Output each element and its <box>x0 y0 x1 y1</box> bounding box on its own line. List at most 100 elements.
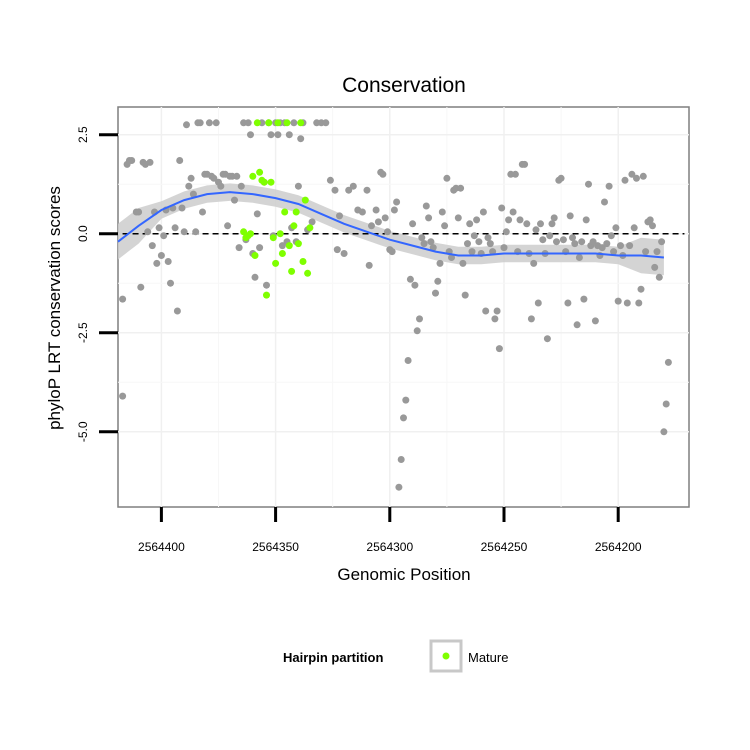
y-tick-label: 0.0 <box>76 225 90 242</box>
point-other <box>459 259 467 267</box>
point-other <box>135 208 143 216</box>
point-other <box>185 182 193 190</box>
point-other <box>176 157 184 164</box>
point-mature <box>253 119 261 127</box>
point-other <box>578 238 586 246</box>
point-other <box>509 208 517 216</box>
point-other <box>621 176 629 184</box>
point-other <box>294 182 302 190</box>
point-other <box>655 273 663 281</box>
point-other <box>523 220 531 228</box>
point-other <box>454 214 462 222</box>
point-other <box>345 186 353 194</box>
point-other <box>637 285 645 293</box>
point-mature <box>281 208 289 216</box>
point-other <box>119 392 127 400</box>
point-other <box>448 254 455 261</box>
point-other <box>653 248 661 256</box>
point-mature <box>251 252 259 259</box>
point-other <box>274 131 282 139</box>
y-axis-ticks: 2.5 0.0 -2.5 -5.0 <box>76 126 118 442</box>
point-other <box>187 174 195 182</box>
point-mature <box>299 258 307 265</box>
point-other <box>235 244 243 252</box>
y-tick-label: -2.5 <box>76 322 90 343</box>
point-other <box>418 234 426 242</box>
point-other <box>516 216 524 224</box>
point-other <box>233 172 241 180</box>
point-mature <box>306 224 314 232</box>
point-other <box>550 214 558 222</box>
point-other <box>532 226 540 234</box>
point-other <box>192 228 200 236</box>
point-other <box>598 244 606 252</box>
point-mature <box>297 119 305 127</box>
point-other <box>333 246 341 254</box>
point-other <box>427 238 435 246</box>
point-other <box>546 232 554 240</box>
point-other <box>534 299 542 307</box>
point-other <box>205 119 213 127</box>
x-tick-label: 2564300 <box>366 540 413 554</box>
chart-title: Conservation <box>342 74 466 97</box>
x-axis-ticks: 2564400 2564350 2564300 2564250 2564200 <box>138 507 642 554</box>
point-other <box>331 186 339 194</box>
point-other <box>148 242 156 250</box>
point-other <box>422 202 430 210</box>
point-mature <box>290 222 298 230</box>
point-other <box>256 244 264 252</box>
point-other <box>612 224 620 232</box>
legend: Hairpin partition Mature <box>283 639 508 673</box>
point-other <box>468 248 476 256</box>
point-other <box>365 261 373 269</box>
point-other <box>493 307 501 315</box>
point-mature <box>267 178 275 186</box>
point-other <box>379 170 387 178</box>
point-other <box>470 232 478 240</box>
point-other <box>340 250 348 257</box>
point-other <box>635 299 643 307</box>
point-other <box>553 238 560 246</box>
point-other <box>527 315 535 323</box>
point-other <box>495 345 503 353</box>
point-other <box>425 214 433 222</box>
point-other <box>543 335 551 343</box>
point-other <box>539 236 547 244</box>
point-other <box>128 157 136 164</box>
point-other <box>482 307 490 315</box>
point-other <box>479 208 487 216</box>
x-tick-label: 2564250 <box>481 540 528 554</box>
point-other <box>429 244 437 252</box>
point-other <box>607 232 615 240</box>
point-other <box>466 220 474 228</box>
point-other <box>475 238 483 246</box>
point-other <box>251 273 259 281</box>
point-other <box>502 228 510 236</box>
point-other <box>278 242 286 250</box>
point-mature <box>285 242 293 250</box>
plot-panel <box>117 106 690 508</box>
point-other <box>164 258 172 265</box>
point-other <box>144 228 152 236</box>
point-other <box>646 216 654 224</box>
point-other <box>416 315 423 323</box>
point-other <box>395 483 403 491</box>
point-other <box>381 214 389 222</box>
point-other <box>349 182 357 190</box>
point-mature <box>274 119 282 127</box>
point-other <box>400 414 407 422</box>
point-other <box>498 204 506 212</box>
point-other <box>244 119 252 127</box>
point-other <box>603 240 611 248</box>
point-other <box>511 170 519 178</box>
point-other <box>146 158 154 166</box>
x-tick-label: 2564400 <box>138 540 185 554</box>
x-tick-label: 2564200 <box>595 540 642 554</box>
point-other <box>212 119 220 127</box>
point-other <box>651 263 659 271</box>
point-mature <box>269 234 277 242</box>
point-other <box>537 220 544 228</box>
point-other <box>436 259 444 267</box>
point-other <box>183 121 190 129</box>
points-mature <box>240 119 314 299</box>
